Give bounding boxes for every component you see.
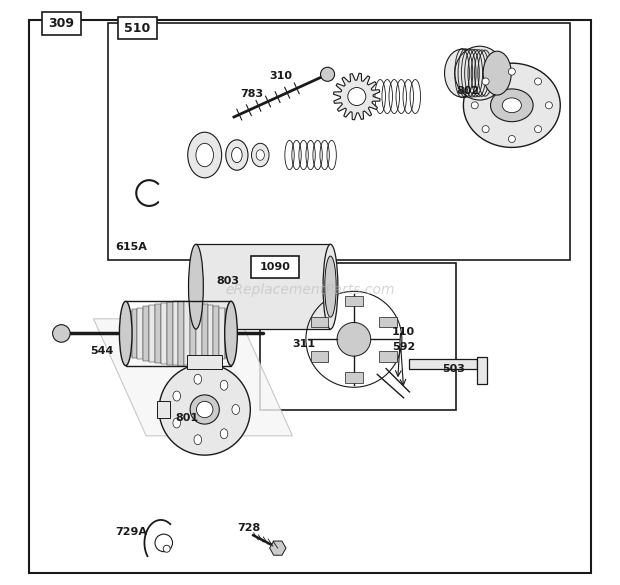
- Polygon shape: [94, 319, 293, 436]
- Text: 110: 110: [392, 327, 415, 338]
- Bar: [208, 305, 213, 362]
- Circle shape: [508, 68, 515, 75]
- Bar: [126, 301, 231, 366]
- Ellipse shape: [173, 418, 180, 428]
- Circle shape: [163, 545, 170, 552]
- Circle shape: [155, 534, 172, 552]
- Text: 544: 544: [91, 346, 114, 356]
- Text: 615A: 615A: [116, 242, 148, 253]
- Bar: [187, 355, 222, 369]
- Bar: [157, 401, 170, 418]
- Circle shape: [482, 78, 489, 85]
- Ellipse shape: [220, 429, 228, 439]
- Ellipse shape: [445, 49, 480, 97]
- Bar: [260, 263, 456, 410]
- Bar: [155, 304, 161, 363]
- Ellipse shape: [455, 46, 505, 100]
- Circle shape: [190, 395, 219, 424]
- Circle shape: [471, 102, 478, 109]
- Circle shape: [508, 136, 515, 143]
- Ellipse shape: [502, 98, 521, 113]
- Text: 803: 803: [216, 276, 239, 286]
- Bar: [42, 12, 81, 35]
- Bar: [311, 316, 329, 327]
- Ellipse shape: [194, 435, 202, 445]
- Bar: [345, 373, 363, 383]
- Ellipse shape: [252, 143, 269, 167]
- Bar: [149, 305, 155, 362]
- Bar: [108, 23, 570, 260]
- Text: 728: 728: [237, 523, 260, 534]
- Circle shape: [534, 78, 541, 85]
- Ellipse shape: [463, 63, 560, 147]
- Circle shape: [482, 126, 489, 133]
- Circle shape: [53, 325, 70, 342]
- Text: 802: 802: [456, 85, 479, 96]
- Ellipse shape: [173, 391, 180, 401]
- Bar: [477, 357, 487, 384]
- Bar: [131, 309, 138, 357]
- Bar: [219, 308, 225, 359]
- Ellipse shape: [188, 132, 222, 178]
- Text: 310: 310: [269, 71, 292, 81]
- Bar: [202, 304, 208, 363]
- Bar: [126, 311, 131, 356]
- Ellipse shape: [323, 244, 338, 329]
- Bar: [409, 359, 477, 369]
- Bar: [179, 301, 184, 366]
- Text: 311: 311: [293, 339, 316, 349]
- Bar: [213, 306, 219, 361]
- Bar: [311, 352, 329, 362]
- Ellipse shape: [490, 89, 533, 122]
- Ellipse shape: [226, 140, 248, 170]
- Bar: [196, 302, 202, 364]
- Ellipse shape: [232, 405, 239, 414]
- Text: 783: 783: [240, 88, 263, 99]
- Text: 309: 309: [48, 17, 74, 30]
- Circle shape: [348, 88, 366, 105]
- Ellipse shape: [220, 380, 228, 390]
- Bar: [167, 302, 172, 365]
- Circle shape: [534, 126, 541, 133]
- Bar: [225, 309, 231, 357]
- Text: 510: 510: [124, 22, 151, 35]
- Bar: [345, 295, 363, 306]
- Text: 592: 592: [392, 342, 415, 352]
- Bar: [172, 301, 179, 366]
- Polygon shape: [270, 541, 286, 555]
- Text: 503: 503: [442, 363, 465, 374]
- Ellipse shape: [224, 301, 237, 366]
- Text: 801: 801: [175, 413, 199, 424]
- Circle shape: [197, 401, 213, 418]
- Circle shape: [546, 102, 552, 109]
- Ellipse shape: [325, 256, 336, 317]
- Circle shape: [337, 322, 371, 356]
- Ellipse shape: [256, 150, 264, 160]
- Bar: [161, 302, 167, 364]
- Bar: [379, 352, 397, 362]
- Bar: [118, 17, 157, 39]
- Bar: [196, 244, 330, 329]
- Bar: [138, 308, 143, 359]
- Ellipse shape: [120, 301, 132, 366]
- Bar: [379, 316, 397, 327]
- Text: 1090: 1090: [259, 262, 290, 273]
- Circle shape: [321, 67, 335, 81]
- Ellipse shape: [232, 147, 242, 163]
- Ellipse shape: [483, 51, 512, 95]
- Ellipse shape: [196, 143, 213, 167]
- Ellipse shape: [188, 244, 203, 329]
- Text: 729A: 729A: [115, 527, 148, 538]
- Bar: [184, 301, 190, 366]
- Bar: [190, 302, 196, 365]
- Circle shape: [159, 364, 250, 455]
- Bar: [143, 306, 149, 361]
- Polygon shape: [334, 73, 380, 120]
- Ellipse shape: [194, 374, 202, 384]
- Bar: [251, 256, 299, 278]
- Text: eReplacementParts.com: eReplacementParts.com: [225, 283, 395, 297]
